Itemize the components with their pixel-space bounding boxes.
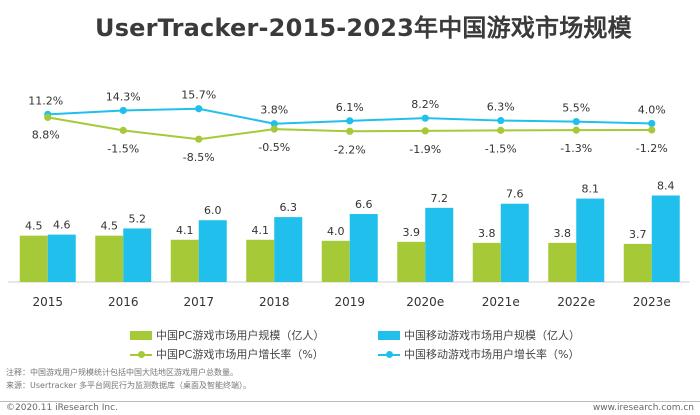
pc-bar-label-2015: 4.5 — [25, 220, 43, 233]
mobile-growth-label-2020e: 8.2% — [411, 98, 439, 111]
pc-growth-label-2018: -0.5% — [258, 141, 290, 154]
pc-growth-point-2018 — [270, 125, 278, 133]
legend-pc-users-swatch — [130, 330, 152, 340]
pc-growth-label-2021e: -1.5% — [485, 142, 517, 155]
mobile-growth-point-2016 — [119, 106, 127, 115]
mobile-growth-label-2018: 3.8% — [260, 104, 288, 117]
mobile-bar-2017 — [198, 220, 227, 282]
legend-mobile-growth: 中国移动游戏市场用户增长率（%） — [378, 346, 579, 362]
x-tick-label-2015: 2015 — [32, 295, 63, 309]
pc-bar-2018 — [246, 239, 275, 282]
mobile-bar-2015 — [47, 234, 76, 282]
mobile-bar-2018 — [274, 217, 303, 282]
mobile-bar-label-2016: 5.2 — [129, 212, 147, 225]
pc-growth-point-2020e — [421, 127, 429, 135]
mobile-bar-label-2020e: 7.2 — [431, 192, 449, 205]
pc-growth-point-2017 — [195, 135, 203, 143]
pc-growth-point-2016 — [119, 126, 127, 134]
pc-growth-label-2015: 8.8% — [32, 128, 60, 141]
pc-growth-label-2016: -1.5% — [107, 142, 139, 155]
pc-bar-2021e — [472, 242, 501, 282]
mobile-bar-2016 — [123, 228, 152, 282]
mobile-bar-2023e — [651, 195, 680, 282]
mobile-bar-label-2023e: 8.4 — [657, 179, 675, 192]
x-tick-label-2016: 2016 — [108, 295, 139, 309]
x-tick-label-2023e: 2023e — [633, 295, 671, 309]
pc-bar-label-2017: 4.1 — [176, 224, 194, 237]
mobile-bar-2021e — [500, 203, 529, 282]
mobile-bar-label-2019: 6.6 — [355, 198, 373, 211]
pc-bar-label-2022e: 3.8 — [554, 227, 572, 240]
pc-growth-label-2020e: -1.9% — [409, 143, 441, 156]
mobile-growth-label-2015: 11.2% — [28, 94, 63, 107]
pc-bar-label-2020e: 3.9 — [403, 226, 421, 239]
mobile-bar-2019 — [349, 214, 378, 282]
mobile-bar-label-2022e: 8.1 — [582, 183, 600, 196]
mobile-growth-label-2023e: 4.0% — [638, 103, 666, 116]
footer-divider — [0, 401, 700, 402]
pc-growth-point-2019 — [346, 127, 354, 135]
pc-bar-label-2021e: 3.8 — [478, 227, 496, 240]
footer-copyright: ©2020.11 iResearch Inc. — [6, 403, 118, 413]
x-tick-label-2021e: 2021e — [482, 295, 520, 309]
mobile-bar-label-2017: 6.0 — [204, 204, 222, 217]
mobile-growth-point-2017 — [195, 105, 203, 113]
x-tick-label-2017: 2017 — [183, 295, 214, 309]
mobile-bar-2022e — [576, 198, 605, 282]
legend-pc-users: 中国PC游戏市场用户规模（亿人） — [130, 327, 324, 343]
legend-mobile-users-label: 中国移动游戏市场用户规模（亿人） — [404, 329, 580, 342]
legend-pc-users-label: 中国PC游戏市场用户规模（亿人） — [156, 329, 325, 342]
pc-growth-point-2022e — [572, 126, 580, 134]
pc-growth-point-2015 — [44, 113, 52, 122]
mobile-bar-label-2021e: 7.6 — [506, 188, 524, 201]
legend-pc-growth: 中国PC游戏市场用户增长率（%） — [130, 346, 324, 362]
mobile-bar-label-2015: 4.6 — [53, 219, 71, 232]
pc-growth-point-2021e — [497, 126, 505, 134]
pc-growth-label-2023e: -1.2% — [636, 142, 668, 155]
pc-bar-label-2019: 4.0 — [327, 225, 345, 238]
mobile-growth-point-2020e — [421, 114, 429, 122]
mobile-growth-point-2021e — [497, 116, 505, 125]
legend-pc-growth-swatch — [130, 350, 152, 359]
mobile-growth-label-2019: 6.1% — [336, 101, 364, 114]
pc-bar-2017 — [170, 239, 199, 282]
mobile-growth-label-2022e: 5.5% — [562, 102, 590, 115]
x-tick-label-2018: 2018 — [259, 295, 290, 309]
chart-title: UserTracker-2015-2023年中国游戏市场规模 — [95, 14, 632, 42]
pc-growth-label-2017: -8.5% — [183, 151, 215, 164]
mobile-growth-point-2023e — [648, 119, 656, 128]
mobile-growth-label-2021e: 6.3% — [487, 101, 515, 114]
legend-mobile-growth-swatch — [378, 350, 400, 359]
pc-bar-label-2018: 4.1 — [252, 224, 270, 237]
pc-bar-2019 — [321, 240, 350, 282]
pc-bar-2015 — [19, 235, 48, 282]
footer-website: www.iresearch.com.cn — [592, 403, 694, 413]
legend-mobile-growth-label: 中国移动游戏市场用户增长率（%） — [404, 348, 580, 361]
pc-growth-label-2019: -2.2% — [334, 143, 366, 156]
pc-bar-2022e — [548, 242, 577, 282]
combo-chart: 4.5 4.6 2015 4.5 5.2 2016 4.1 6.0 2017 4.1 6.3 2018… — [8, 89, 690, 309]
legend-mobile-users-swatch — [378, 330, 400, 340]
pc-bar-2020e — [397, 241, 426, 282]
note-text: 注释：中国游戏用户规模统计包括中国大陆地区游戏用户总数量。 — [6, 368, 238, 377]
pc-bar-label-2023e: 3.7 — [629, 228, 647, 241]
source-text: 来源：Usertracker 多平台网民行为监测数据库（桌面及智能终端）。 — [6, 381, 252, 390]
x-tick-label-2019: 2019 — [334, 295, 365, 309]
mobile-bar-2020e — [425, 207, 454, 282]
mobile-growth-point-2018 — [270, 120, 278, 128]
mobile-growth-point-2022e — [572, 117, 580, 126]
mobile-growth-point-2019 — [346, 117, 354, 125]
x-tick-label-2022e: 2022e — [557, 295, 595, 309]
pc-bar-label-2016: 4.5 — [101, 220, 119, 233]
pc-growth-point-2023e — [648, 126, 656, 134]
pc-growth-label-2022e: -1.3% — [560, 142, 592, 155]
legend-pc-growth-label: 中国PC游戏市场用户增长率（%） — [156, 348, 324, 361]
legend-mobile-users: 中国移动游戏市场用户规模（亿人） — [378, 327, 580, 343]
mobile-growth-label-2017: 15.7% — [181, 89, 216, 102]
mobile-bar-label-2018: 6.3 — [280, 201, 298, 214]
mobile-growth-label-2016: 14.3% — [106, 90, 141, 103]
pc-bar-2016 — [95, 235, 124, 282]
pc-bar-2023e — [623, 243, 652, 282]
x-tick-label-2020e: 2020e — [406, 295, 444, 309]
